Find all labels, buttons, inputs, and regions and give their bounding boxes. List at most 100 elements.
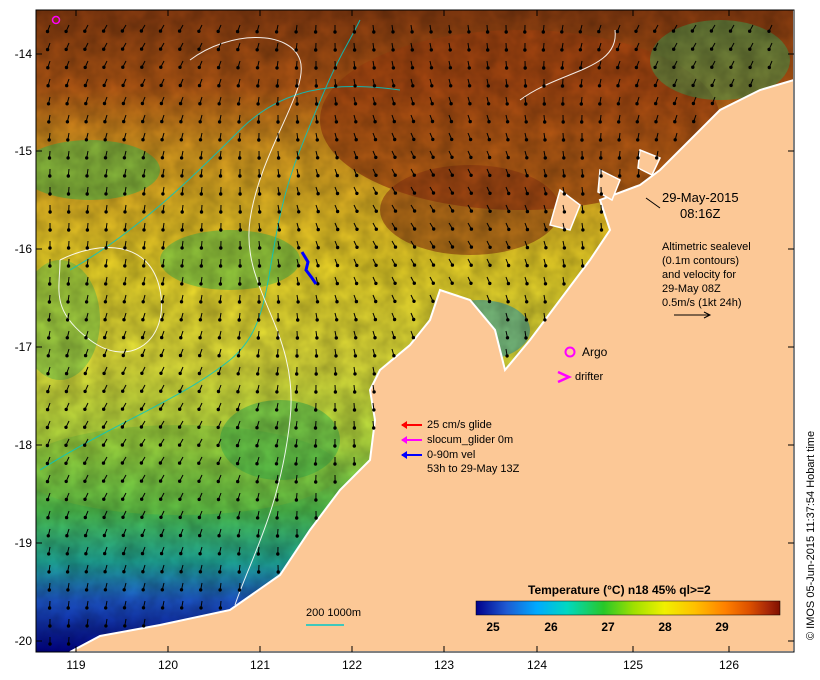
velocity-arrow-head [274, 426, 279, 430]
velocity-arrow-head [84, 138, 89, 142]
velocity-arrow-head [295, 534, 299, 538]
velocity-arrow-head [295, 120, 300, 124]
velocity-arrow-head [333, 480, 337, 484]
velocity-arrow-head [255, 390, 260, 394]
velocity-arrow-head [543, 300, 547, 304]
velocity-arrow-head [523, 48, 527, 52]
velocity-arrow-head [83, 389, 87, 394]
velocity-arrow-head [236, 407, 240, 412]
velocity-arrow-head [120, 425, 125, 429]
velocity-arrow-head [140, 515, 144, 519]
velocity-arrow-head [47, 336, 51, 340]
velocity-arrow-head [449, 102, 453, 106]
velocity-arrow-head [543, 138, 547, 142]
velocity-arrow-head [48, 642, 52, 646]
velocity-arrow-head [255, 516, 260, 520]
velocity-arrow-head [315, 138, 319, 142]
velocity-arrow-head [85, 192, 89, 196]
velocity-arrow-head [294, 30, 298, 34]
velocity-arrow-head [296, 264, 301, 268]
velocity-arrow-head [335, 300, 339, 304]
velocity-arrow-head [275, 408, 279, 412]
velocity-arrow-head [257, 318, 261, 322]
velocity-arrow-head [216, 389, 221, 394]
velocity-arrow-head [236, 498, 240, 502]
velocity-arrow-head [65, 534, 69, 538]
velocity-arrow-head [197, 47, 201, 51]
velocity-arrow-head [67, 210, 71, 214]
velocity-arrow-head [101, 29, 106, 33]
velocity-arrow-head [218, 138, 222, 142]
velocity-arrow-head [179, 570, 183, 574]
velocity-arrow-head [120, 479, 125, 483]
velocity-arrow-head [314, 480, 318, 484]
velocity-arrow-head [691, 101, 696, 106]
velocity-arrow-head [391, 66, 396, 70]
velocity-arrow-head [64, 389, 69, 394]
colorbar-tick: 29 [715, 620, 729, 634]
date-pointer-line [645, 197, 661, 209]
velocity-arrow-head [393, 263, 397, 267]
velocity-arrow-head [161, 174, 165, 178]
velocity-arrow-head [256, 372, 260, 376]
velocity-arrow-head [121, 497, 125, 501]
velocity-arrow-head [158, 479, 163, 483]
velocity-arrow-head [65, 83, 69, 88]
velocity-arrow-head [692, 119, 696, 124]
velocity-arrow-head [354, 120, 358, 124]
velocity-arrow-head [315, 300, 320, 304]
velocity-arrow-head [180, 282, 184, 286]
velocity-arrow-head [47, 138, 51, 142]
image-time: 08:16Z [680, 206, 721, 221]
velocity-arrow-head [178, 407, 182, 411]
velocity-arrow-head [198, 138, 203, 142]
velocity-arrow-head [158, 461, 163, 465]
velocity-arrow-head [139, 29, 144, 33]
velocity-arrow-head [84, 588, 89, 592]
velocity-arrow-head [237, 552, 241, 556]
velocity-arrow-head [66, 300, 70, 304]
velocity-arrow-head [140, 497, 144, 501]
velocity-arrow-head [333, 408, 337, 412]
velocity-arrow-head [374, 281, 378, 286]
velocity-arrow-head [122, 588, 126, 592]
velocity-arrow-head [102, 83, 106, 88]
velocity-arrow-head [84, 570, 89, 574]
velocity-arrow-head [121, 371, 125, 375]
velocity-arrow-head [47, 156, 52, 160]
time-legend-label: 53h to 29-May 13Z [427, 463, 520, 475]
velocity-arrow-head [374, 173, 378, 178]
velocity-arrow-head [121, 533, 126, 538]
velocity-arrow-head [353, 102, 358, 106]
velocity-arrow-head [636, 138, 640, 142]
velocity-arrow-head [47, 606, 52, 610]
velocity-arrow-head [66, 606, 70, 610]
velocity-arrow-head [218, 156, 222, 160]
velocity-arrow-head [101, 461, 106, 465]
velocity-arrow-head [101, 443, 106, 447]
velocity-arrow-head [488, 173, 492, 178]
velocity-arrow-head [410, 66, 415, 70]
velocity-arrow-head [672, 83, 676, 88]
velocity-arrow-head [277, 192, 281, 196]
velocity-arrow-head [122, 300, 127, 304]
velocity-arrow-head [525, 282, 529, 286]
velocity-arrow-head [217, 84, 221, 88]
velocity-arrow-head [599, 192, 603, 196]
velocity-arrow-head [255, 462, 259, 466]
velocity-arrow-head [258, 246, 262, 250]
velocity-arrow-head [238, 174, 242, 178]
velocity-arrow-head [83, 407, 87, 411]
velocity-arrow-head [314, 372, 318, 376]
velocity-arrow-head [431, 245, 436, 249]
velocity-arrow-head [295, 84, 299, 88]
velocity-arrow-head [333, 462, 337, 466]
velocity-arrow-head [84, 120, 88, 124]
velocity-arrow-head [216, 65, 221, 70]
velocity-arrow-head [673, 138, 677, 142]
velocity-arrow-head [45, 29, 50, 34]
velocity-arrow-head [412, 191, 417, 195]
velocity-arrow-head [354, 318, 358, 322]
velocity-arrow-head [294, 480, 298, 484]
